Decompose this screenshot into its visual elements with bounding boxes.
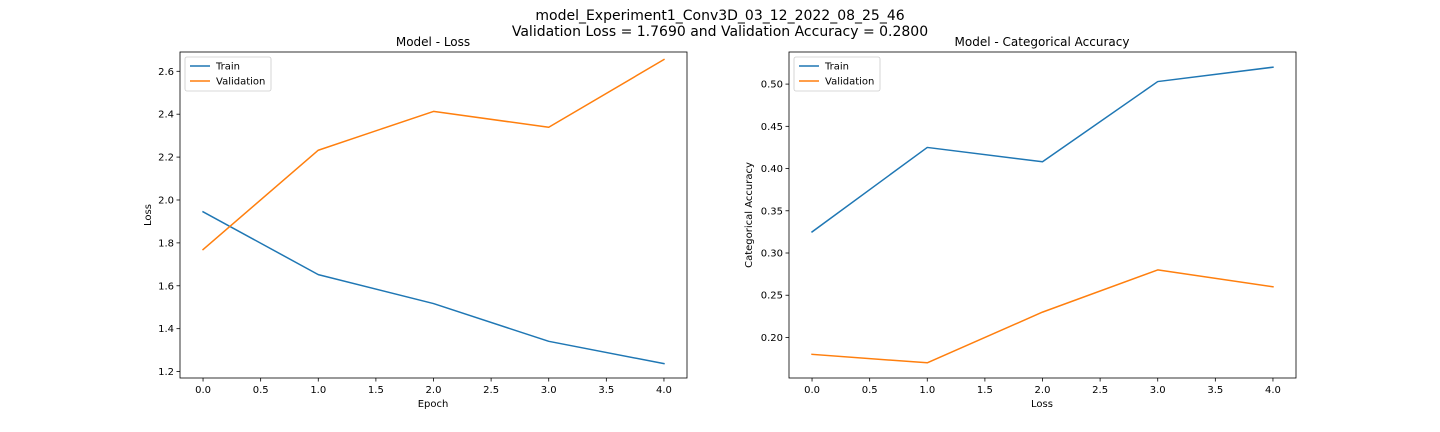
loss-chart-xtick-label: 3.5 [598, 385, 614, 396]
accuracy-chart-xtick-label: 1.5 [977, 385, 993, 396]
accuracy-chart-legend-label-validation: Validation [825, 77, 874, 88]
loss-chart-ylabel: Loss [143, 204, 154, 226]
loss-chart-legend-label-train: Train [215, 62, 240, 73]
accuracy-chart-ytick-label: 0.45 [761, 122, 783, 133]
loss-chart-series-validation-line [201, 58, 665, 251]
loss-chart-ytick-label: 2.0 [158, 195, 174, 206]
accuracy-chart-xtick-label: 0.5 [862, 385, 878, 396]
accuracy-chart-series-train-line [811, 66, 1274, 233]
accuracy-chart-ytick-label: 0.25 [761, 291, 783, 302]
accuracy-chart-ytick-label: 0.30 [761, 249, 783, 260]
loss-chart-ytick-label: 2.6 [158, 67, 174, 78]
accuracy-chart-ytick-label: 0.20 [761, 333, 783, 344]
accuracy-chart-xtick-label: 1.0 [919, 385, 935, 396]
loss-chart-legend-label-validation: Validation [216, 77, 265, 88]
loss-chart-xtick-label: 1.5 [368, 385, 384, 396]
loss-chart-ytick-label: 1.4 [158, 324, 174, 335]
accuracy-chart-xtick-label: 4.0 [1265, 385, 1281, 396]
accuracy-chart-xtick-label: 3.0 [1150, 385, 1166, 396]
loss-chart-ytick-label: 1.8 [158, 238, 174, 249]
loss-chart-xtick-label: 1.0 [310, 385, 326, 396]
accuracy-chart-ytick-label: 0.40 [761, 164, 783, 175]
loss-chart-xlabel: Epoch [418, 399, 449, 410]
accuracy-chart: Model - Categorical Accuracy Loss Catego… [744, 35, 1297, 410]
accuracy-chart-xtick-label: 0.0 [804, 385, 820, 396]
accuracy-chart-axes-frame [788, 51, 1297, 379]
accuracy-chart-series-validation-line [811, 269, 1274, 364]
accuracy-chart-ytick-label: 0.35 [761, 206, 783, 217]
accuracy-chart-xlabel: Loss [1031, 399, 1053, 410]
loss-chart-ytick-label: 1.6 [158, 281, 174, 292]
loss-chart-ytick-label: 2.2 [158, 153, 174, 164]
accuracy-chart-ylabel: Categorical Accuracy [744, 162, 755, 268]
figure-title-line2: Validation Loss = 1.7690 and Validation … [512, 24, 928, 40]
loss-chart: Model - Loss Epoch Loss 0.0 0.5 1.0 1.5 2.0 2… [143, 35, 688, 410]
loss-chart-title: Model - Loss [396, 35, 470, 49]
accuracy-chart-legend-label-train: Train [824, 62, 849, 73]
accuracy-chart-legend: Train Validation [793, 56, 881, 92]
accuracy-chart-title: Model - Categorical Accuracy [955, 35, 1130, 49]
loss-chart-series-train-line [202, 210, 665, 365]
loss-chart-legend: Train Validation [184, 56, 272, 92]
loss-chart-xtick-label: 0.5 [253, 385, 269, 396]
accuracy-chart-xtick-label: 2.0 [1035, 385, 1051, 396]
accuracy-chart-xtick-label: 2.5 [1092, 385, 1108, 396]
loss-chart-xtick-label: 4.0 [656, 385, 672, 396]
loss-chart-xtick-label: 2.0 [426, 385, 442, 396]
loss-chart-axes-frame [179, 51, 688, 379]
loss-chart-xtick-label: 2.5 [483, 385, 499, 396]
loss-chart-ytick-label: 2.4 [158, 110, 174, 121]
loss-chart-xtick-label: 3.0 [541, 385, 557, 396]
loss-chart-ytick-label: 1.2 [158, 367, 174, 378]
accuracy-chart-xtick-label: 3.5 [1207, 385, 1223, 396]
accuracy-chart-ytick-label: 0.50 [761, 80, 783, 91]
loss-chart-xtick-label: 0.0 [195, 385, 211, 396]
figure-title-line1: model_Experiment1_Conv3D_03_12_2022_08_2… [535, 8, 904, 24]
